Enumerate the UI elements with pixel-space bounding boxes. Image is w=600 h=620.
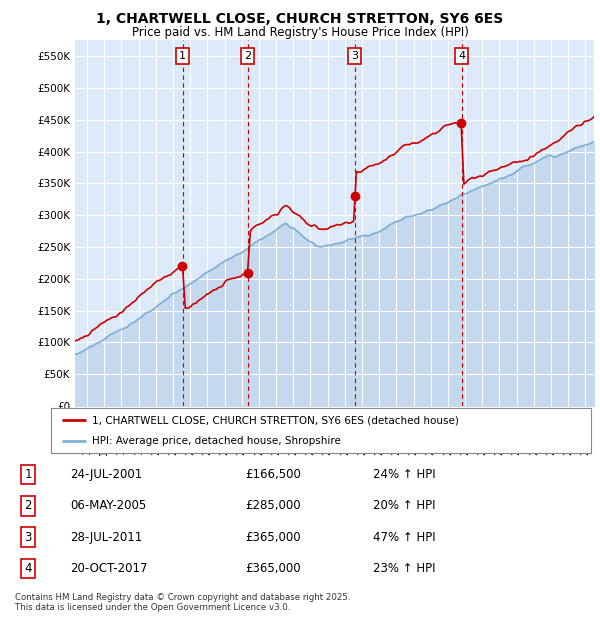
Text: £365,000: £365,000: [245, 531, 301, 544]
Text: Price paid vs. HM Land Registry's House Price Index (HPI): Price paid vs. HM Land Registry's House …: [131, 26, 469, 39]
Text: 1997: 1997: [99, 430, 109, 454]
Text: 2014: 2014: [391, 430, 401, 454]
Text: 1: 1: [179, 51, 186, 61]
Text: 1996: 1996: [82, 430, 92, 454]
Text: 47% ↑ HPI: 47% ↑ HPI: [373, 531, 436, 544]
Text: 3: 3: [25, 531, 32, 544]
Text: 2: 2: [25, 499, 32, 512]
Text: 2015: 2015: [409, 430, 419, 454]
Text: £365,000: £365,000: [245, 562, 301, 575]
Text: 2005: 2005: [236, 430, 247, 454]
Text: 2006: 2006: [254, 430, 264, 454]
Text: 2019: 2019: [477, 430, 487, 454]
Text: 3: 3: [351, 51, 358, 61]
Text: 2002: 2002: [185, 430, 195, 454]
Text: 2011: 2011: [340, 430, 350, 454]
Text: 2007: 2007: [271, 430, 281, 454]
Text: 28-JUL-2011: 28-JUL-2011: [70, 531, 142, 544]
Text: 24% ↑ HPI: 24% ↑ HPI: [373, 468, 436, 481]
Text: 2013: 2013: [374, 430, 384, 454]
Text: 2025: 2025: [580, 430, 590, 454]
Text: 20% ↑ HPI: 20% ↑ HPI: [373, 499, 436, 512]
Text: 2001: 2001: [168, 430, 178, 454]
Text: 2009: 2009: [305, 430, 316, 454]
Text: 2024: 2024: [563, 430, 573, 454]
Text: 2000: 2000: [151, 430, 161, 454]
Text: 2021: 2021: [512, 430, 521, 454]
Text: 2020: 2020: [494, 430, 505, 454]
Text: £166,500: £166,500: [245, 468, 301, 481]
Text: 2016: 2016: [426, 430, 436, 454]
Text: 4: 4: [25, 562, 32, 575]
Text: Contains HM Land Registry data © Crown copyright and database right 2025.
This d: Contains HM Land Registry data © Crown c…: [15, 593, 350, 612]
Text: 2004: 2004: [220, 430, 230, 454]
Text: 4: 4: [458, 51, 465, 61]
Text: 06-MAY-2005: 06-MAY-2005: [70, 499, 146, 512]
Text: 23% ↑ HPI: 23% ↑ HPI: [373, 562, 436, 575]
Text: 2018: 2018: [460, 430, 470, 454]
Text: 1, CHARTWELL CLOSE, CHURCH STRETTON, SY6 6ES (detached house): 1, CHARTWELL CLOSE, CHURCH STRETTON, SY6…: [91, 415, 458, 425]
Text: 2012: 2012: [357, 430, 367, 454]
Text: 2003: 2003: [202, 430, 212, 454]
Text: HPI: Average price, detached house, Shropshire: HPI: Average price, detached house, Shro…: [91, 436, 340, 446]
Text: £285,000: £285,000: [245, 499, 301, 512]
Text: 24-JUL-2001: 24-JUL-2001: [70, 468, 142, 481]
Text: 1, CHARTWELL CLOSE, CHURCH STRETTON, SY6 6ES: 1, CHARTWELL CLOSE, CHURCH STRETTON, SY6…: [97, 12, 503, 27]
Text: 20-OCT-2017: 20-OCT-2017: [70, 562, 148, 575]
Text: 1998: 1998: [116, 430, 127, 454]
Text: 2008: 2008: [288, 430, 298, 454]
Text: 2: 2: [244, 51, 251, 61]
Text: 2022: 2022: [529, 430, 539, 454]
Text: 2023: 2023: [546, 430, 556, 454]
Text: 1999: 1999: [134, 430, 143, 454]
Text: 2010: 2010: [323, 430, 332, 454]
Text: 2017: 2017: [443, 430, 453, 454]
Text: 1: 1: [25, 468, 32, 481]
